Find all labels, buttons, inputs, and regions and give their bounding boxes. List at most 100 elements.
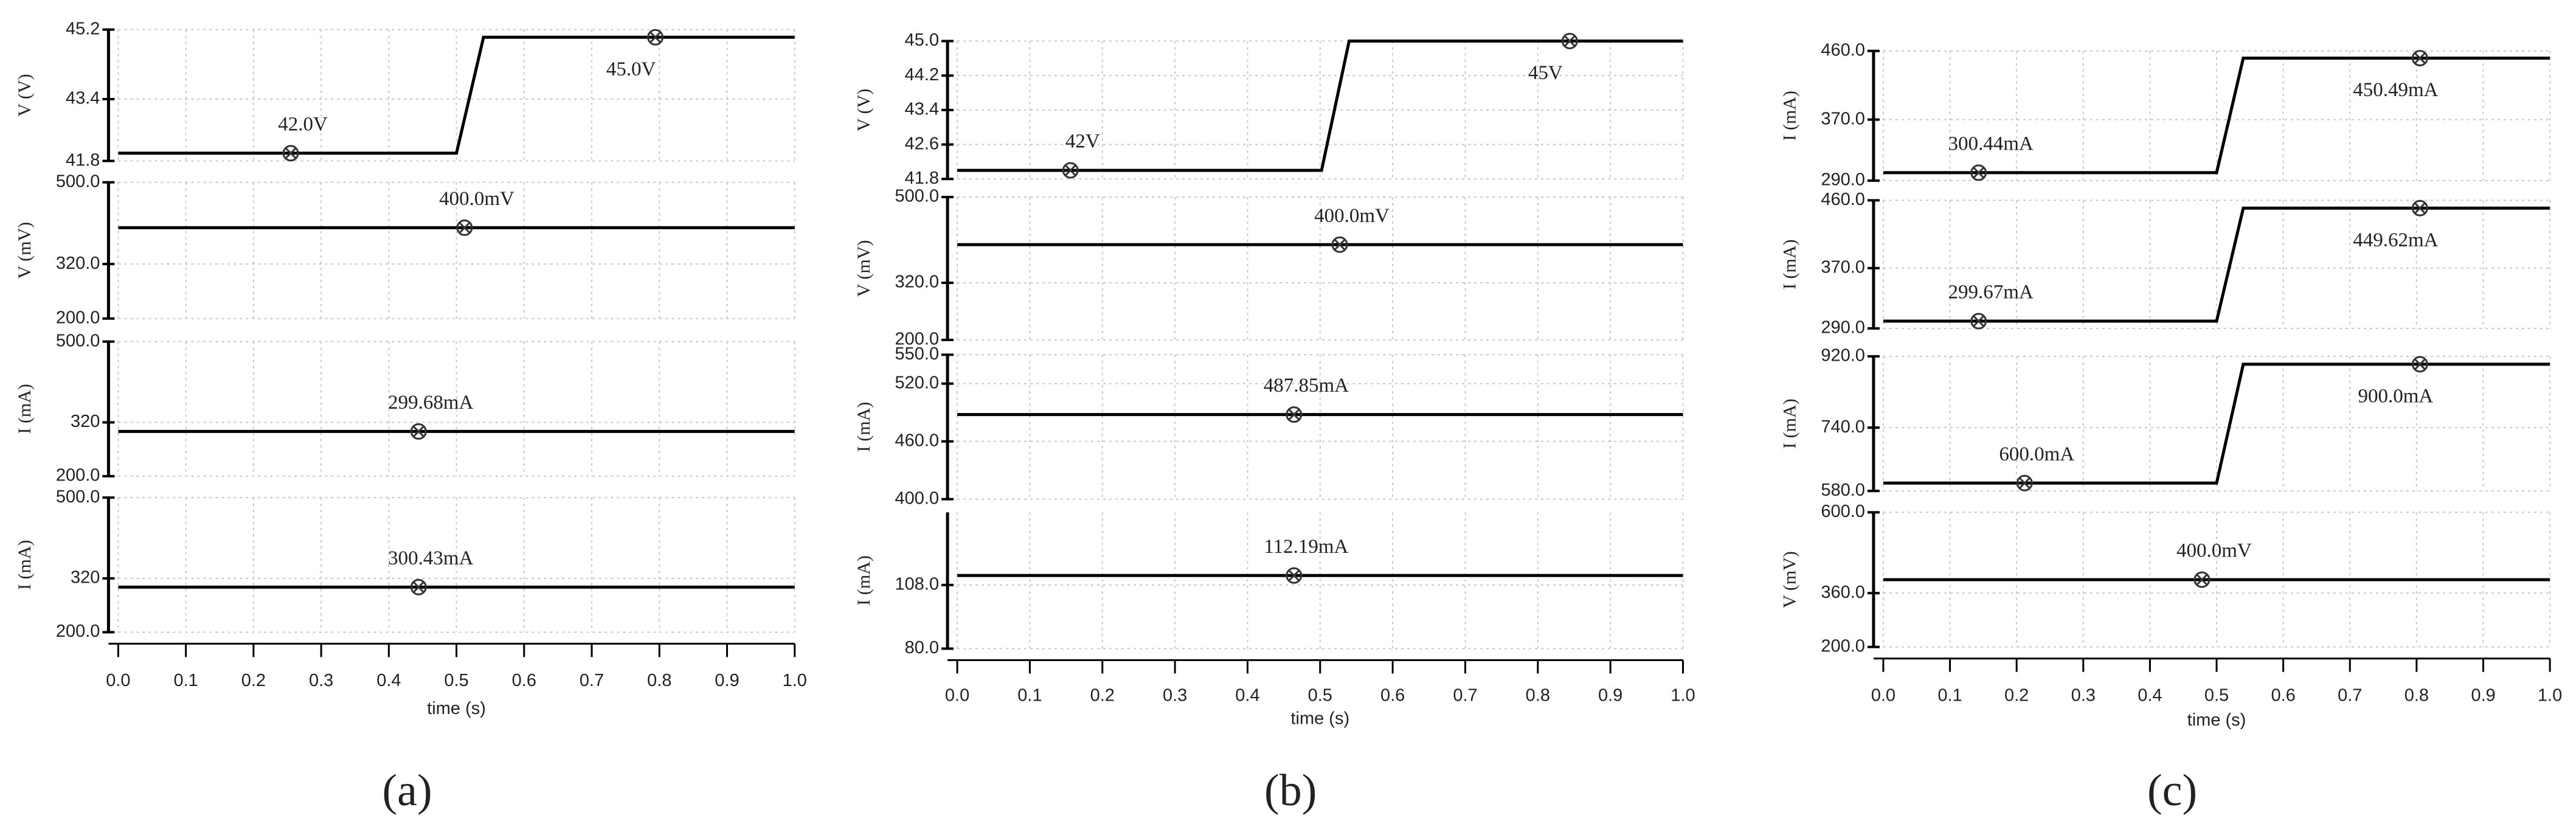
y-tick-label: 320.0 bbox=[895, 272, 940, 292]
panel-caption: (a) bbox=[383, 766, 432, 816]
x-tick-label: 0.9 bbox=[2471, 685, 2495, 705]
marker bbox=[1331, 236, 1348, 253]
y-tick-label: 400.0 bbox=[895, 488, 940, 508]
x-tick-label: 0.1 bbox=[1937, 685, 1962, 705]
y-tick-label: 200.0 bbox=[56, 466, 100, 485]
marker-label: 300.43mA bbox=[388, 547, 473, 569]
y-axis-label: V (V) bbox=[15, 74, 35, 116]
y-tick-label: 320 bbox=[71, 412, 100, 431]
y-axis-label: V (mV) bbox=[1780, 551, 1800, 608]
marker-label: 487.85mA bbox=[1264, 375, 1349, 397]
marker bbox=[410, 423, 427, 440]
marker bbox=[1286, 406, 1303, 423]
marker-label: 42V bbox=[1065, 131, 1100, 153]
marker bbox=[1062, 162, 1079, 179]
y-axis-label: V (mV) bbox=[15, 222, 35, 279]
marker-label: 112.19mA bbox=[1264, 536, 1348, 558]
x-tick-label: 0.5 bbox=[1308, 685, 1332, 705]
marker-label: 45.0V bbox=[606, 58, 656, 80]
y-tick-label: 320 bbox=[71, 568, 100, 588]
marker bbox=[2016, 474, 2033, 491]
y-axis-label: V (V) bbox=[854, 89, 874, 131]
y-tick-label: 370.0 bbox=[1821, 109, 1865, 128]
x-tick-label: 0.0 bbox=[1871, 685, 1896, 705]
y-tick-label: 370.0 bbox=[1821, 258, 1865, 277]
marker-label: 900.0mA bbox=[2358, 386, 2433, 407]
x-tick-label: 0.7 bbox=[580, 671, 604, 690]
y-tick-label: 41.8 bbox=[905, 168, 939, 188]
x-tick-label: 0.3 bbox=[2071, 685, 2096, 705]
x-tick-label: 0.8 bbox=[647, 671, 671, 690]
x-axis-label: time (s) bbox=[427, 699, 486, 718]
y-tick-label: 43.4 bbox=[66, 89, 100, 108]
marker-label: 450.49mA bbox=[2353, 79, 2438, 101]
y-tick-label: 740.0 bbox=[1821, 417, 1865, 437]
marker bbox=[2193, 571, 2211, 588]
marker bbox=[2411, 50, 2428, 67]
x-tick-label: 0.7 bbox=[1453, 685, 1477, 705]
signal-line bbox=[1883, 362, 2550, 485]
x-tick-label: 1.0 bbox=[2538, 685, 2562, 705]
y-tick-label: 44.2 bbox=[905, 65, 939, 85]
marker bbox=[1970, 313, 1987, 330]
x-tick-label: 0.7 bbox=[2338, 685, 2362, 705]
y-tick-label: 80.0 bbox=[905, 638, 939, 657]
y-tick-label: 320.0 bbox=[56, 254, 100, 273]
x-tick-label: 0.9 bbox=[715, 671, 739, 690]
marker bbox=[647, 29, 664, 46]
panel-caption: (b) bbox=[1264, 766, 1317, 816]
marker-label: 42.0V bbox=[278, 113, 328, 135]
marker bbox=[1970, 164, 1987, 181]
marker bbox=[456, 219, 473, 236]
y-tick-label: 45.2 bbox=[66, 19, 100, 38]
marker-label: 400.0mV bbox=[1314, 205, 1390, 227]
y-tick-label: 460.0 bbox=[1821, 190, 1865, 209]
signal-line bbox=[1883, 206, 2550, 323]
x-tick-label: 0.2 bbox=[2004, 685, 2029, 705]
y-tick-label: 290.0 bbox=[1821, 318, 1865, 338]
x-tick-label: 1.0 bbox=[1671, 685, 1695, 705]
y-tick-label: 550.0 bbox=[895, 344, 940, 364]
y-tick-label: 200.0 bbox=[56, 622, 100, 641]
y-tick-label: 920.0 bbox=[1821, 346, 1865, 366]
x-tick-label: 0.4 bbox=[1235, 685, 1259, 705]
y-axis-label: I (mA) bbox=[1780, 91, 1800, 140]
x-tick-label: 0.0 bbox=[106, 671, 130, 690]
y-tick-label: 520.0 bbox=[895, 373, 940, 392]
y-axis-label: I (mA) bbox=[854, 555, 874, 605]
signal-line bbox=[957, 40, 1683, 172]
marker-label: 400.0mV bbox=[2176, 540, 2252, 562]
marker bbox=[2411, 199, 2428, 217]
x-axis-label: time (s) bbox=[1290, 709, 1349, 728]
marker-label: 299.68mA bbox=[388, 392, 473, 414]
x-tick-label: 0.5 bbox=[2204, 685, 2229, 705]
y-axis-label: I (mA) bbox=[1780, 239, 1800, 289]
marker-label: 45V bbox=[1528, 62, 1563, 84]
y-tick-label: 43.4 bbox=[905, 100, 939, 119]
marker bbox=[410, 578, 427, 595]
x-tick-label: 0.5 bbox=[444, 671, 468, 690]
panel-caption: (c) bbox=[2147, 766, 2197, 816]
marker-label: 299.67mA bbox=[1948, 282, 2034, 303]
y-tick-label: 500.0 bbox=[56, 172, 100, 191]
y-tick-label: 500.0 bbox=[56, 487, 100, 507]
y-axis-label: I (mA) bbox=[15, 540, 35, 590]
x-tick-label: 0.4 bbox=[2138, 685, 2162, 705]
x-tick-label: 0.6 bbox=[1380, 685, 1405, 705]
marker-label: 449.62mA bbox=[2353, 229, 2438, 251]
y-tick-label: 460.0 bbox=[1821, 40, 1865, 60]
marker-label: 400.0mV bbox=[439, 188, 514, 210]
x-tick-label: 0.1 bbox=[173, 671, 198, 690]
y-tick-label: 108.0 bbox=[895, 575, 940, 594]
signal-line bbox=[1883, 57, 2550, 175]
x-tick-label: 0.8 bbox=[2405, 685, 2429, 705]
y-axis-label: I (mA) bbox=[1780, 398, 1800, 448]
marker bbox=[2411, 356, 2428, 373]
marker-label: 600.0mA bbox=[1999, 443, 2074, 465]
x-tick-label: 0.4 bbox=[376, 671, 401, 690]
x-tick-label: 0.6 bbox=[512, 671, 536, 690]
y-axis-label: I (mA) bbox=[15, 384, 35, 434]
x-tick-label: 0.6 bbox=[2271, 685, 2295, 705]
x-tick-label: 0.1 bbox=[1017, 685, 1042, 705]
